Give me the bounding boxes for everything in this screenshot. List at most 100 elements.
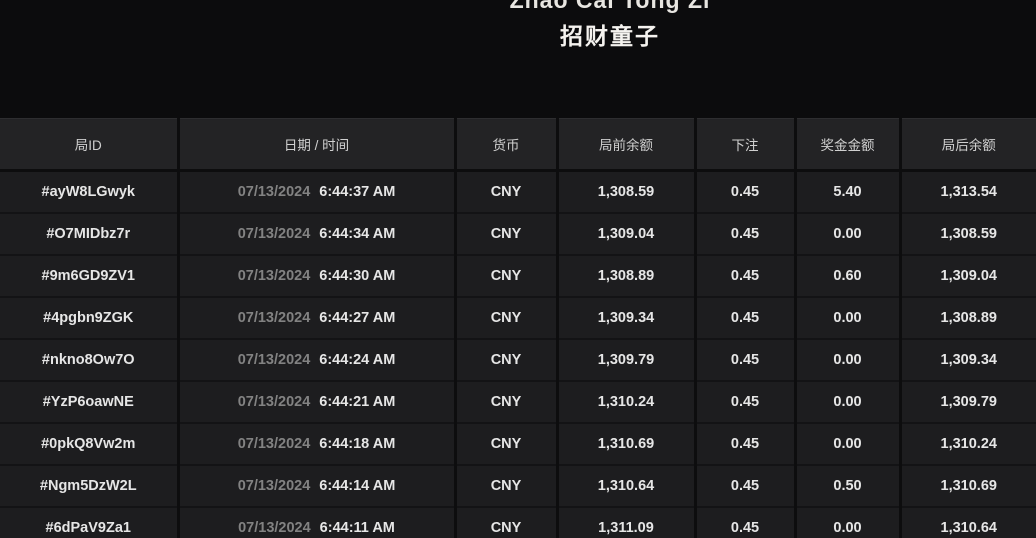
cell-currency: CNY [455, 380, 559, 424]
cell-bet: 0.45 [695, 170, 797, 214]
table-row: #nkno8Ow7O 07/13/2024 6:44:24 AM CNY 1,30… [0, 338, 1036, 382]
cell-datetime: 07/13/2024 6:44:30 AM [178, 254, 457, 298]
balance-after-text: 1,309.79 [940, 393, 997, 410]
currency-text: CNY [490, 351, 522, 368]
balance-before-text: 1,309.04 [597, 225, 655, 242]
heading-wrap: Zhao Cai Tong Zi 招财童子 [184, 0, 1036, 118]
currency-text: CNY [490, 309, 522, 326]
balance-before-text: 1,309.34 [597, 309, 655, 326]
cell-bet: 0.45 [695, 464, 797, 508]
cell-prize: 0.00 [795, 422, 902, 466]
cell-balance-after: 1,310.69 [900, 464, 1036, 508]
round-id-text: #O7MIDbz7r [46, 225, 131, 242]
cell-round-id: #YzP6oawNE [0, 380, 180, 424]
balance-before-text: 1,308.59 [597, 183, 655, 200]
column-header-prize: 奖金金额 [795, 118, 902, 172]
time-text: 6:44:30 AM [319, 267, 396, 284]
cell-currency: CNY [455, 170, 559, 214]
table-body: #ayW8LGwyk 07/13/2024 6:44:37 AM CNY 1,30… [0, 170, 1036, 538]
cell-datetime: 07/13/2024 6:44:37 AM [178, 170, 457, 214]
cell-bet: 0.45 [695, 380, 797, 424]
balance-after-text: 1,308.59 [940, 225, 997, 242]
column-header-id: 局ID [0, 118, 180, 172]
round-id-text: #nkno8Ow7O [41, 351, 135, 368]
cell-balance-before: 1,310.24 [557, 380, 697, 424]
cell-round-id: #nkno8Ow7O [0, 338, 180, 382]
balance-before-text: 1,310.24 [597, 393, 655, 410]
cell-balance-before: 1,311.09 [557, 506, 697, 538]
date-text: 07/13/2024 [237, 183, 311, 200]
prize-text: 0.00 [833, 393, 862, 410]
column-header-datetime: 日期 / 时间 [178, 118, 457, 172]
currency-text: CNY [490, 519, 522, 536]
column-header-balance_before: 局前余额 [557, 118, 697, 172]
round-id-text: #Ngm5DzW2L [39, 477, 137, 494]
balance-after-text: 1,313.54 [940, 183, 997, 200]
bet-text: 0.45 [730, 351, 760, 368]
date-text: 07/13/2024 [237, 309, 311, 326]
cell-prize: 0.00 [795, 506, 902, 538]
cell-datetime: 07/13/2024 6:44:18 AM [178, 422, 457, 466]
currency-text: CNY [490, 225, 522, 242]
balance-after-text: 1,309.34 [940, 351, 997, 368]
currency-text: CNY [490, 393, 522, 410]
time-text: 6:44:37 AM [319, 183, 396, 200]
cell-bet: 0.45 [695, 338, 797, 382]
prize-text: 5.40 [833, 183, 862, 200]
cell-balance-after: 1,308.59 [900, 212, 1036, 256]
date-text: 07/13/2024 [237, 435, 311, 452]
cell-datetime: 07/13/2024 6:44:34 AM [178, 212, 457, 256]
cell-balance-after: 1,313.54 [900, 170, 1036, 214]
cell-currency: CNY [455, 506, 559, 538]
round-id-text: #ayW8LGwyk [41, 183, 136, 200]
bet-text: 0.45 [730, 267, 760, 284]
table-row: #4pgbn9ZGK 07/13/2024 6:44:27 AM CNY 1,30… [0, 296, 1036, 340]
cell-currency: CNY [455, 296, 559, 340]
table-row: #ayW8LGwyk 07/13/2024 6:44:37 AM CNY 1,30… [0, 170, 1036, 214]
cell-prize: 0.00 [795, 296, 902, 340]
round-id-text: #6dPaV9Za1 [45, 519, 131, 536]
balance-before-text: 1,310.64 [597, 477, 655, 494]
currency-text: CNY [490, 183, 522, 200]
cell-datetime: 07/13/2024 6:44:21 AM [178, 380, 457, 424]
table-header-row: 局ID 日期 / 时间 货币 局前余额 下注 奖金金额 局后余额 [0, 118, 1036, 172]
cell-bet: 0.45 [695, 212, 797, 256]
cell-bet: 0.45 [695, 422, 797, 466]
time-text: 6:44:18 AM [319, 435, 396, 452]
round-id-text: #0pkQ8Vw2m [41, 435, 136, 452]
prize-text: 0.00 [833, 309, 862, 326]
column-header-currency: 货币 [455, 118, 559, 172]
cell-round-id: #Ngm5DzW2L [0, 464, 180, 508]
balance-before-text: 1,309.79 [597, 351, 655, 368]
balance-after-text: 1,310.69 [940, 477, 997, 494]
balance-after-text: 1,310.64 [940, 519, 997, 536]
prize-text: 0.00 [833, 519, 862, 536]
game-title: 招财童子 [560, 23, 660, 49]
clipped-top-text: Zhao Cai Tong Zi [509, 0, 711, 13]
cell-balance-after: 1,308.89 [900, 296, 1036, 340]
cell-prize: 0.60 [795, 254, 902, 298]
time-text: 6:44:11 AM [319, 519, 395, 536]
time-text: 6:44:14 AM [319, 477, 396, 494]
cell-balance-before: 1,308.89 [557, 254, 697, 298]
column-header-balance_after: 局后余额 [900, 118, 1036, 172]
cell-currency: CNY [455, 212, 559, 256]
bet-text: 0.45 [730, 225, 760, 242]
currency-text: CNY [490, 477, 522, 494]
cell-balance-after: 1,309.04 [900, 254, 1036, 298]
cell-currency: CNY [455, 464, 559, 508]
cell-round-id: #9m6GD9ZV1 [0, 254, 180, 298]
cell-bet: 0.45 [695, 254, 797, 298]
page-header-area: Zhao Cai Tong Zi 招财童子 [0, 0, 1036, 118]
cell-prize: 5.40 [795, 170, 902, 214]
cell-datetime: 07/13/2024 6:44:27 AM [178, 296, 457, 340]
prize-text: 0.00 [833, 435, 862, 452]
cell-balance-before: 1,309.79 [557, 338, 697, 382]
table-header: 局ID 日期 / 时间 货币 局前余额 下注 奖金金额 局后余额 [0, 118, 1036, 172]
cell-prize: 0.50 [795, 464, 902, 508]
prize-text: 0.60 [833, 267, 862, 284]
bet-text: 0.45 [730, 183, 760, 200]
cell-datetime: 07/13/2024 6:44:11 AM [178, 506, 457, 538]
balance-after-text: 1,309.04 [940, 267, 997, 284]
bet-text: 0.45 [730, 519, 760, 536]
